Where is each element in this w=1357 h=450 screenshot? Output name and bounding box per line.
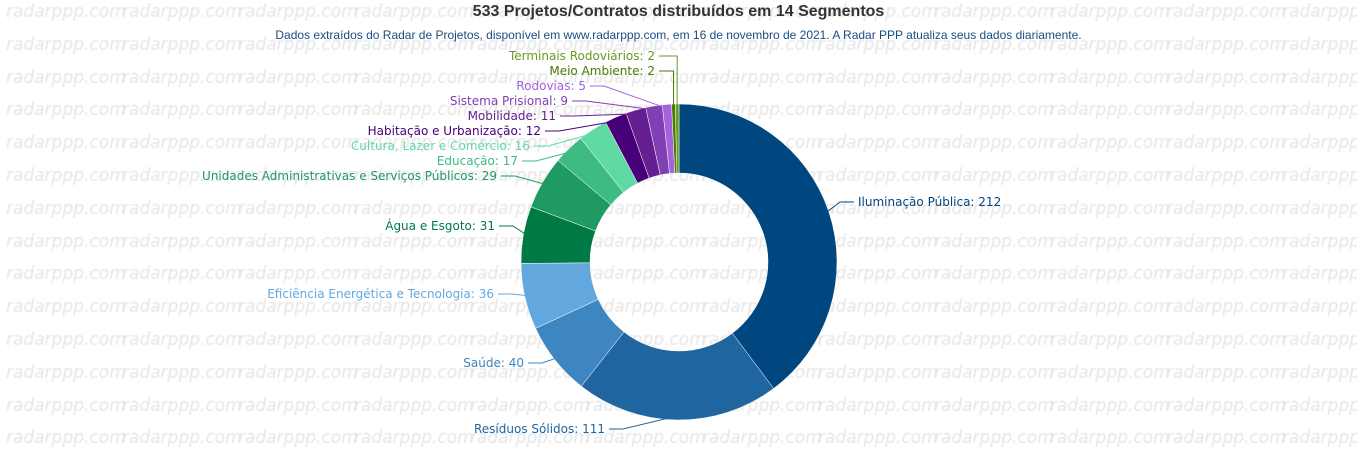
leader-line-5	[501, 175, 547, 185]
leader-line-9	[560, 113, 637, 117]
slice-label-11: Rodovias: 5	[516, 79, 586, 93]
leader-line-1	[609, 415, 678, 430]
slice-label-1: Resíduos Sólidos: 111	[474, 422, 605, 436]
leader-line-0	[824, 201, 854, 214]
slice-label-4: Água e Esgoto: 31	[385, 218, 495, 233]
leader-line-4	[499, 225, 528, 236]
leader-line-3	[498, 293, 529, 297]
slice-label-5: Unidades Administrativas e Serviços Públ…	[202, 169, 497, 183]
leader-line-2	[528, 357, 559, 364]
leader-line-6	[522, 151, 572, 162]
slice-0[interactable]	[678, 103, 838, 389]
slice-13[interactable]	[675, 103, 680, 174]
leader-line-10	[572, 100, 655, 111]
leader-line-8	[545, 120, 618, 132]
slice-label-8: Habitação e Urbanização: 12	[368, 124, 541, 138]
slice-label-9: Mobilidade: 11	[468, 109, 556, 123]
leader-line-11	[590, 85, 668, 109]
chart-title: 533 Projetos/Contratos distribuídos em 1…	[472, 3, 885, 20]
slice-1[interactable]	[581, 331, 775, 421]
leader-line-13	[659, 55, 678, 109]
slice-label-3: Eficiência Energética e Tecnologia: 36	[267, 287, 494, 301]
leader-line-7	[534, 132, 596, 147]
slice-label-10: Sistema Prisional: 9	[450, 94, 568, 108]
slice-label-2: Saúde: 40	[463, 356, 524, 370]
chart-subtitle: Dados extraídos do Radar de Projetos, di…	[275, 28, 1082, 42]
leader-line-12	[659, 70, 675, 109]
slice-label-6: Educação: 17	[437, 154, 518, 168]
slice-label-0: Iluminação Pública: 212	[858, 195, 1001, 209]
slice-label-12: Meio Ambiente: 2	[549, 64, 655, 78]
slice-label-7: Cultura, Lazer e Comércio: 16	[351, 139, 530, 153]
slice-label-13: Terminais Rodoviários: 2	[508, 49, 655, 63]
